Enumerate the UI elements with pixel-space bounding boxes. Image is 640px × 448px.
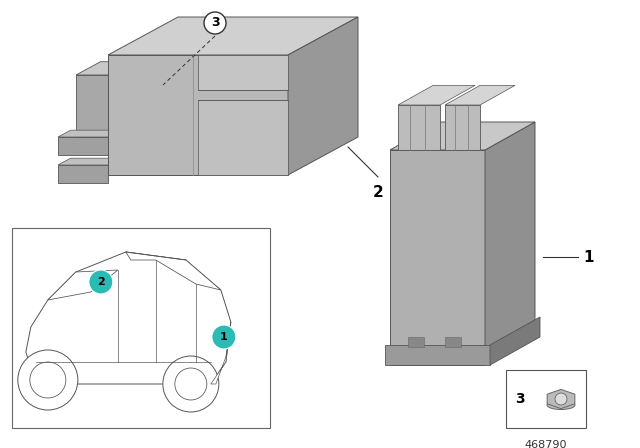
Circle shape <box>89 270 113 294</box>
Polygon shape <box>26 252 231 384</box>
Text: 1: 1 <box>220 332 228 342</box>
Polygon shape <box>288 17 358 175</box>
Polygon shape <box>58 158 120 165</box>
Polygon shape <box>445 105 480 150</box>
Polygon shape <box>76 75 108 145</box>
Circle shape <box>175 368 207 400</box>
Polygon shape <box>390 150 485 365</box>
Polygon shape <box>108 17 358 55</box>
Polygon shape <box>58 130 120 137</box>
Text: 1: 1 <box>583 250 593 265</box>
Polygon shape <box>485 122 535 365</box>
Text: 2: 2 <box>97 277 105 287</box>
Polygon shape <box>390 122 535 150</box>
Text: 2: 2 <box>372 185 383 200</box>
Polygon shape <box>108 55 288 175</box>
Polygon shape <box>547 389 575 409</box>
Circle shape <box>204 12 226 34</box>
Ellipse shape <box>547 401 575 409</box>
Bar <box>506 370 586 428</box>
Text: 3: 3 <box>515 392 525 406</box>
Polygon shape <box>408 337 424 347</box>
Polygon shape <box>58 137 108 155</box>
Text: 3: 3 <box>211 17 220 30</box>
Polygon shape <box>445 86 515 105</box>
Polygon shape <box>198 55 288 90</box>
Bar <box>12 228 270 428</box>
Polygon shape <box>58 165 108 183</box>
Polygon shape <box>445 337 461 347</box>
Circle shape <box>555 393 567 405</box>
Polygon shape <box>198 100 288 175</box>
Polygon shape <box>76 62 132 75</box>
Circle shape <box>18 350 78 410</box>
Circle shape <box>30 362 66 398</box>
Polygon shape <box>490 317 540 365</box>
Polygon shape <box>48 270 118 300</box>
Polygon shape <box>126 252 221 290</box>
Polygon shape <box>385 345 490 365</box>
Text: 468790: 468790 <box>525 440 567 448</box>
Circle shape <box>212 325 236 349</box>
Polygon shape <box>211 322 231 384</box>
Circle shape <box>163 356 219 412</box>
Polygon shape <box>398 86 475 105</box>
Polygon shape <box>398 105 440 150</box>
